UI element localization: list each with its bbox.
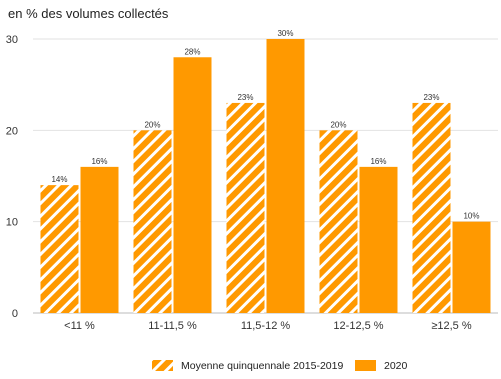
y-axis-label: en % des volumes collectés — [8, 6, 169, 21]
bar-moyenne — [319, 130, 358, 313]
data-label: 23% — [237, 93, 253, 102]
y-tick-label: 10 — [6, 217, 18, 229]
data-label: 23% — [423, 93, 439, 102]
bar-2020 — [359, 166, 398, 313]
data-labels: 14% 16% 20% 28% 23% 30% 20% 16% 23% 10% — [51, 29, 479, 221]
legend-label-2020: 2020 — [384, 360, 408, 372]
bar-moyenne — [40, 185, 79, 313]
y-tick-label: 20 — [6, 125, 18, 137]
data-label: 16% — [91, 157, 107, 166]
x-tick-label: <11 % — [64, 320, 95, 332]
legend-swatch-2020 — [355, 360, 376, 371]
y-tick-label: 30 — [6, 34, 18, 46]
bar-moyenne — [133, 130, 172, 313]
bar-2020 — [452, 221, 491, 313]
bar-2020 — [266, 39, 305, 313]
y-tick-labels: 0 10 20 30 — [6, 34, 18, 320]
x-tick-label: ≥12,5 % — [431, 320, 472, 332]
x-tick-label: 12-12,5 % — [333, 320, 383, 332]
data-label: 16% — [370, 157, 386, 166]
bar-moyenne — [226, 102, 265, 313]
y-tick-label: 0 — [12, 308, 18, 320]
data-label: 28% — [184, 47, 200, 56]
x-tick-labels: <11 % 11-11,5 % 11,5-12 % 12-12,5 % ≥12,5 % — [64, 320, 472, 332]
data-label: 20% — [330, 120, 346, 129]
data-label: 30% — [277, 29, 293, 38]
legend-label-moyenne: Moyenne quinquennale 2015-2019 — [181, 360, 343, 372]
data-label: 20% — [144, 120, 160, 129]
legend: Moyenne quinquennale 2015-2019 2020 — [152, 360, 408, 372]
bar-2020 — [80, 166, 119, 313]
data-label: 14% — [51, 175, 67, 184]
x-tick-label: 11,5-12 % — [241, 320, 291, 332]
bars — [40, 39, 491, 314]
legend-swatch-moyenne — [152, 360, 173, 371]
x-tick-label: 11-11,5 % — [148, 320, 197, 332]
data-label: 10% — [463, 212, 479, 221]
bar-2020 — [173, 57, 212, 314]
bar-moyenne — [412, 102, 451, 313]
